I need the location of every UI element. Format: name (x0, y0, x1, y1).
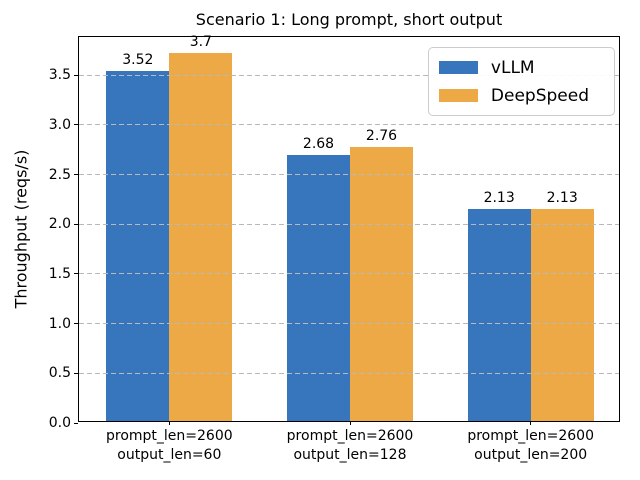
y-tick-mark (74, 223, 78, 225)
x-tick-label: prompt_len=2600 output_len=128 (286, 428, 414, 463)
y-tick-mark (74, 372, 78, 374)
bar-value-label: 2.76 (365, 128, 398, 144)
legend-swatch-icon (438, 89, 478, 102)
plot-area: 3.52 2.68 2.13 3.7 2.76 2.13 0.0 0.5 1.0 1.5 2.0 2… (49, 34, 620, 463)
legend-item-deepspeed: DeepSpeed (438, 84, 603, 107)
bar-vllm-group2 (287, 155, 350, 421)
y-tick-label: 2.5 (48, 166, 71, 183)
y-tick-label: 3.5 (48, 67, 71, 84)
y-tick-label: 2.0 (48, 216, 71, 233)
legend: vLLM DeepSpeed (427, 47, 615, 116)
y-tick-mark (74, 124, 78, 126)
y-tick-mark (74, 323, 78, 325)
x-tick-label: prompt_len=2600 output_len=60 (106, 428, 233, 463)
bar-value-label: 2.13 (483, 190, 515, 206)
legend-label: DeepSpeed (490, 85, 589, 106)
legend-label: vLLM (490, 57, 535, 78)
bar-deepspeed-group2 (350, 147, 413, 421)
y-tick-label: 1.5 (48, 265, 71, 282)
y-tick-label: 3.0 (48, 116, 71, 133)
y-tick-mark (74, 74, 78, 76)
bar-deepspeed-group1 (169, 53, 233, 421)
y-axis-label: Throughput (reqs/s) (11, 149, 31, 309)
bar-value-label: 3.7 (189, 34, 212, 50)
bar-deepspeed-group3 (530, 209, 594, 421)
legend-item-vllm: vLLM (438, 56, 603, 79)
bar-vllm-group1 (106, 71, 170, 421)
y-tick-label: 0.5 (48, 365, 71, 382)
chart-title: Scenario 1: Long prompt, short output (195, 10, 503, 29)
x-tick-label: prompt_len=2600 output_len=200 (467, 428, 594, 463)
y-tick-mark (74, 273, 78, 275)
bar-value-label: 3.52 (122, 52, 154, 68)
y-tick-label: 0.0 (48, 415, 71, 431)
bar-vllm-group3 (467, 209, 531, 421)
bar-value-label: 2.13 (546, 190, 578, 206)
y-tick-mark (74, 422, 78, 424)
x-tick-mark (168, 421, 170, 425)
bar-value-label: 2.68 (302, 136, 335, 152)
x-tick-mark (530, 421, 532, 425)
x-tick-mark (349, 421, 351, 425)
legend-swatch-icon (438, 61, 478, 74)
y-tick-label: 1.0 (48, 315, 71, 332)
y-tick-mark (74, 174, 78, 176)
